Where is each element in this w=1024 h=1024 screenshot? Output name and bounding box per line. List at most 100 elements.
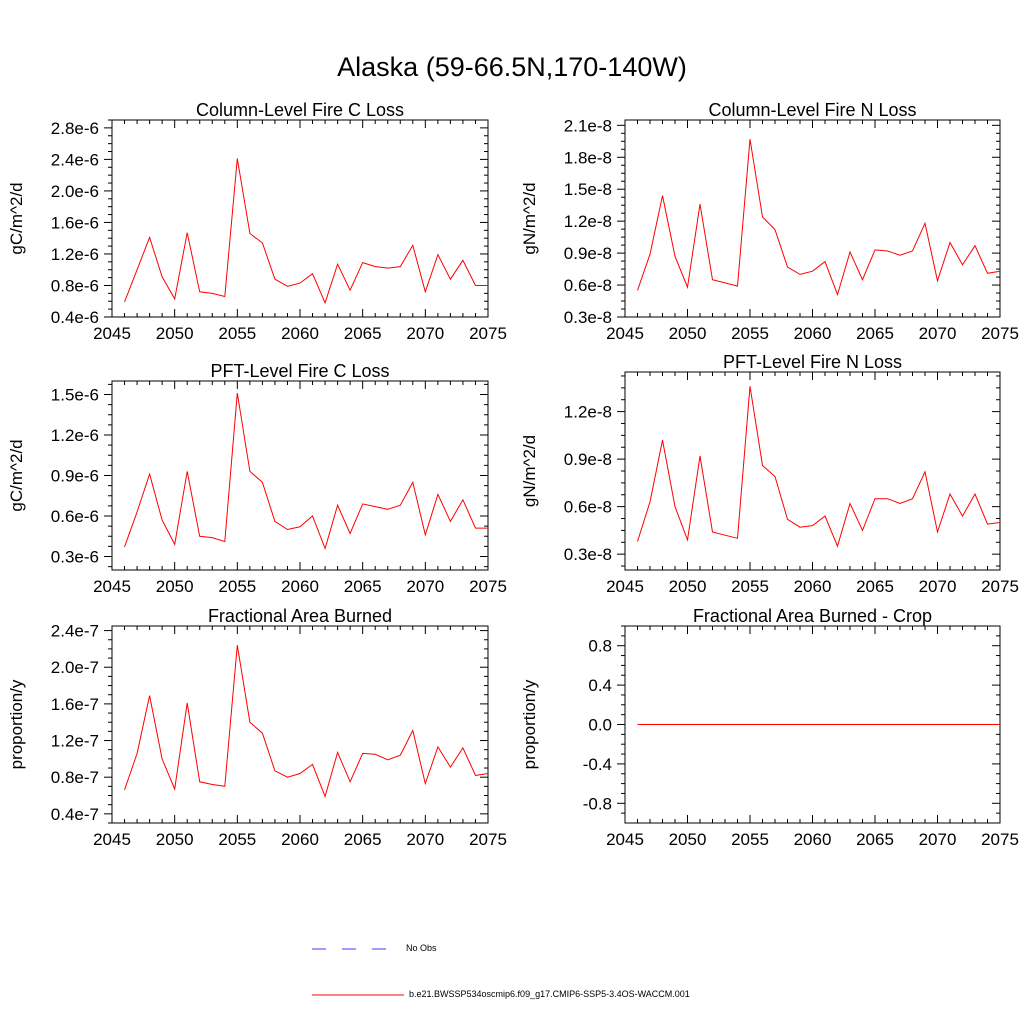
x-tick-label: 2065 xyxy=(856,577,894,596)
y-tick-label: 0.6e-8 xyxy=(564,498,612,517)
y-tick-label: 1.5e-6 xyxy=(51,386,99,405)
x-tick-label: 2070 xyxy=(919,324,957,343)
y-tick-label: 0.4 xyxy=(588,676,612,695)
x-tick-label: 2060 xyxy=(794,577,832,596)
x-tick-label: 2055 xyxy=(731,830,769,849)
x-tick-label: 2055 xyxy=(731,577,769,596)
x-tick-label: 2070 xyxy=(406,830,444,849)
plot-frame xyxy=(625,372,1000,570)
x-tick-label: 2060 xyxy=(794,324,832,343)
y-tick-label: 1.6e-7 xyxy=(51,695,99,714)
x-tick-label: 2075 xyxy=(469,324,507,343)
series-line xyxy=(638,139,1001,294)
x-tick-label: 2060 xyxy=(281,830,319,849)
y-tick-label: 0.8e-6 xyxy=(51,276,99,295)
legend xyxy=(312,949,404,995)
y-tick-label: -0.8 xyxy=(583,794,612,813)
plot-frame xyxy=(112,381,488,570)
y-tick-label: 0.9e-6 xyxy=(51,467,99,486)
series-line xyxy=(125,159,489,303)
chart-panel-3: PFT-Level Fire C Loss gC/m^2/d 2045 2050 205… xyxy=(7,361,507,596)
panel-title: Fractional Area Burned xyxy=(208,606,392,626)
x-tick-label: 2065 xyxy=(856,830,894,849)
x-tick-label: 2075 xyxy=(981,830,1019,849)
x-tick-label: 2065 xyxy=(344,324,382,343)
x-tick-label: 2050 xyxy=(156,830,194,849)
chart-panel-5: Fractional Area Burned proportion/y 2045 20… xyxy=(7,606,507,849)
x-tick-label: 2050 xyxy=(156,324,194,343)
chart-panel-6: Fractional Area Burned - Crop proportion/… xyxy=(520,606,1019,849)
y-tick-label: 1.2e-6 xyxy=(51,426,99,445)
y-tick-label: 1.5e-8 xyxy=(564,180,612,199)
x-tick-label: 2070 xyxy=(406,577,444,596)
series-line xyxy=(638,386,1001,546)
series-line xyxy=(125,645,489,796)
y-tick-label: 2.4e-6 xyxy=(51,150,99,169)
x-tick-label: 2045 xyxy=(93,830,131,849)
y-tick-label: 0.8e-7 xyxy=(51,768,99,787)
x-tick-label: 2060 xyxy=(281,324,319,343)
x-tick-label: 2050 xyxy=(669,830,707,849)
y-axis-label: gN/m^2/d xyxy=(520,435,539,507)
x-tick-label: 2050 xyxy=(156,577,194,596)
panel-title: Fractional Area Burned - Crop xyxy=(693,606,932,626)
panel-title: Column-Level Fire C Loss xyxy=(196,100,404,120)
x-tick-label: 2065 xyxy=(344,830,382,849)
y-tick-label: 0.8 xyxy=(588,637,612,656)
series-line xyxy=(125,393,489,548)
y-tick-label: 2.8e-6 xyxy=(51,119,99,138)
chart-panels: Column-Level Fire C Loss gC/m^2/d 2045 2050… xyxy=(7,100,1019,849)
x-tick-label: 2050 xyxy=(669,577,707,596)
panel-title: Column-Level Fire N Loss xyxy=(708,100,916,120)
y-axis-label: proportion/y xyxy=(7,679,26,769)
x-tick-label: 2065 xyxy=(856,324,894,343)
x-tick-label: 2045 xyxy=(93,577,131,596)
chart-panel-4: PFT-Level Fire N Loss gN/m^2/d 2045 2050 205… xyxy=(520,352,1019,596)
x-tick-label: 2055 xyxy=(218,830,256,849)
y-axis-label: proportion/y xyxy=(520,679,539,769)
y-tick-label: 1.2e-8 xyxy=(564,403,612,422)
y-tick-label: 0.0 xyxy=(588,716,612,735)
legend-model-label: b.e21.BWSSP534oscmip6.f09_g17.CMIP6-SSP5… xyxy=(409,989,690,999)
y-tick-label: 1.6e-6 xyxy=(51,213,99,232)
x-tick-label: 2055 xyxy=(218,324,256,343)
y-tick-label: 1.2e-8 xyxy=(564,212,612,231)
panel-title: PFT-Level Fire N Loss xyxy=(723,352,902,372)
x-tick-label: 2075 xyxy=(981,577,1019,596)
y-axis-label: gN/m^2/d xyxy=(520,182,539,254)
y-tick-label: 0.3e-8 xyxy=(564,545,612,564)
y-tick-label: 0.6e-6 xyxy=(51,507,99,526)
y-tick-label: 2.4e-7 xyxy=(51,622,99,641)
chart-panel-2: Column-Level Fire N LossgN/m^2/d2045 2050… xyxy=(520,100,1019,343)
y-tick-label: 0.3e-8 xyxy=(564,308,612,327)
plot-frame xyxy=(112,626,488,823)
x-tick-label: 2070 xyxy=(919,830,957,849)
x-tick-label: 2075 xyxy=(469,577,507,596)
y-tick-label: 2.0e-7 xyxy=(51,658,99,677)
y-tick-label: 0.6e-8 xyxy=(564,276,612,295)
x-tick-label: 2070 xyxy=(406,324,444,343)
x-tick-label: 2045 xyxy=(606,577,644,596)
y-tick-label: 0.4e-7 xyxy=(51,805,99,824)
y-axis-label: gC/m^2/d xyxy=(7,439,26,511)
x-tick-label: 2070 xyxy=(919,577,957,596)
y-tick-label: 1.8e-8 xyxy=(564,148,612,167)
x-tick-label: 2055 xyxy=(731,324,769,343)
y-tick-label: 1.2e-6 xyxy=(51,245,99,264)
y-tick-label: 0.3e-6 xyxy=(51,548,99,567)
x-tick-label: 2075 xyxy=(981,324,1019,343)
y-axis-label: gC/m^2/d xyxy=(7,182,26,254)
y-tick-label: 2.1e-8 xyxy=(564,116,612,135)
x-tick-label: 2065 xyxy=(344,577,382,596)
x-tick-label: 2075 xyxy=(469,830,507,849)
y-tick-label: 1.2e-7 xyxy=(51,732,99,751)
y-tick-label: 0.9e-8 xyxy=(564,450,612,469)
chart-panel-1: Column-Level Fire C Loss gC/m^2/d 2045 2050… xyxy=(7,100,507,343)
x-tick-label: 2045 xyxy=(606,830,644,849)
plot-frame xyxy=(625,120,1000,317)
x-tick-label: 2060 xyxy=(281,577,319,596)
legend-obs-label: No Obs xyxy=(406,943,437,953)
y-tick-label: 2.0e-6 xyxy=(51,182,99,201)
y-tick-label: -0.4 xyxy=(583,755,612,774)
